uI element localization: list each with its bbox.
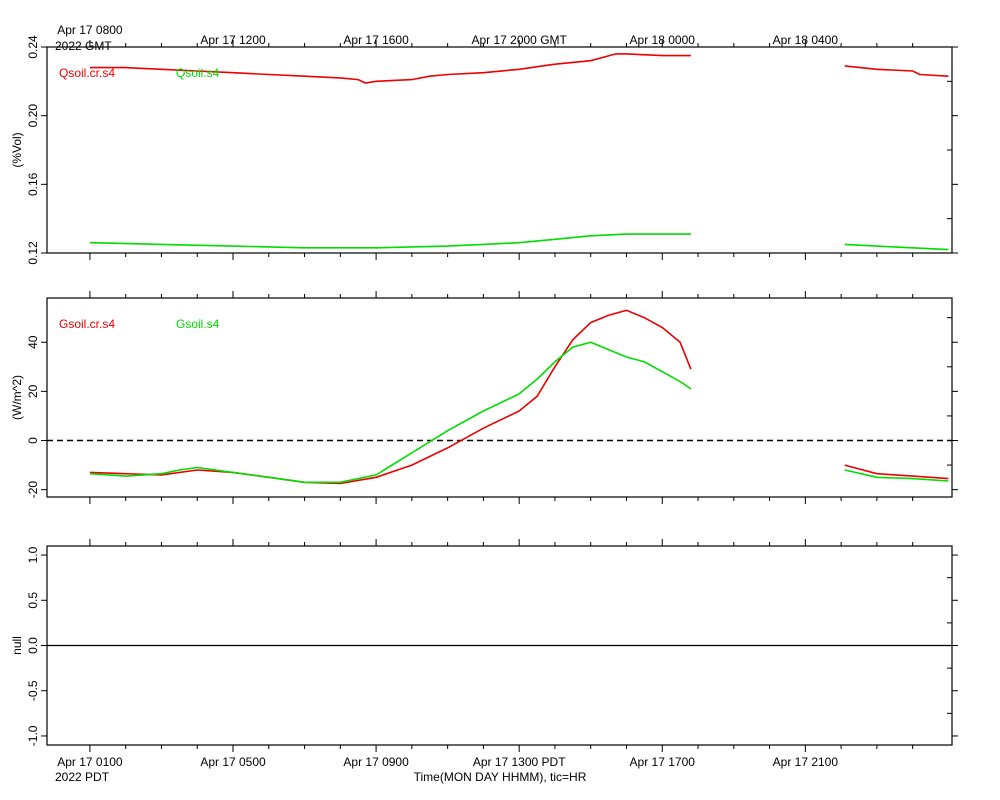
series-line-Qsoil.cr.s4: [89, 53, 691, 84]
legend-entry: Gsoil.s4: [176, 317, 220, 331]
y-axis-label: null: [10, 636, 24, 655]
y-tick-label: 0: [26, 437, 40, 444]
bottom-axis-year-label: 2022 PDT: [55, 770, 110, 784]
y-tick-label: 0.16: [26, 172, 40, 196]
bottom-axis-tick-label: Apr 17 0900: [343, 755, 409, 769]
series-line-Qsoil.cr.s4: [844, 65, 949, 77]
y-tick-label: -1.0: [26, 725, 40, 746]
y-tick-label: 0.0: [26, 637, 40, 654]
bottom-axis-tick-label: Apr 17 1700: [630, 755, 696, 769]
top-axis-tick-label: Apr 18 0000: [630, 33, 696, 47]
legend-entry: Qsoil.s4: [176, 66, 220, 80]
top-axis-tick-label: Apr 17 2000 GMT: [471, 33, 567, 47]
y-tick-label: 0.5: [26, 592, 40, 609]
y-axis-label: (W/m^2): [10, 375, 24, 420]
series-line-Gsoil.cr.s4: [844, 464, 949, 480]
bottom-axis-tick-label: Apr 17 0500: [200, 755, 266, 769]
series-line-Qsoil.s4: [844, 243, 949, 251]
bottom-axis-tick-label: Apr 17 0100: [57, 755, 123, 769]
y-tick-label: 0.12: [26, 241, 40, 265]
y-tick-label: 20: [26, 384, 40, 398]
series-line-Gsoil.s4: [844, 469, 949, 482]
y-tick-label: 1.0: [26, 546, 40, 563]
top-axis-year-label: 2022 GMT: [55, 39, 112, 53]
top-axis-tick-label: Apr 18 0400: [773, 33, 839, 47]
y-tick-label: -20: [26, 481, 40, 499]
series-line-Gsoil.cr.s4: [89, 309, 692, 485]
top-axis-tick-label: Apr 17 1600: [343, 33, 409, 47]
legend-entry: Qsoil.cr.s4: [59, 66, 115, 80]
y-tick-label: 0.24: [26, 35, 40, 59]
y-axis-label: (%Vol): [10, 132, 24, 167]
top-axis-tick-label: Apr 17 1200: [200, 33, 266, 47]
y-tick-label: 0.20: [26, 104, 40, 128]
bottom-axis-tick-label: Apr 17 2100: [773, 755, 839, 769]
y-tick-label: -0.5: [26, 680, 40, 701]
legend-entry: Gsoil.cr.s4: [59, 317, 115, 331]
x-axis-title: Time(MON DAY HHMM), tic=HR: [414, 770, 587, 784]
panel-2-frame: [46, 297, 953, 498]
series-line-Gsoil.s4: [89, 341, 692, 484]
y-tick-label: 40: [26, 335, 40, 349]
top-axis-tick-label: Apr 17 0800: [57, 23, 123, 37]
series-line-Qsoil.s4: [89, 233, 691, 249]
bottom-axis-tick-label: Apr 17 1300 PDT: [473, 755, 566, 769]
